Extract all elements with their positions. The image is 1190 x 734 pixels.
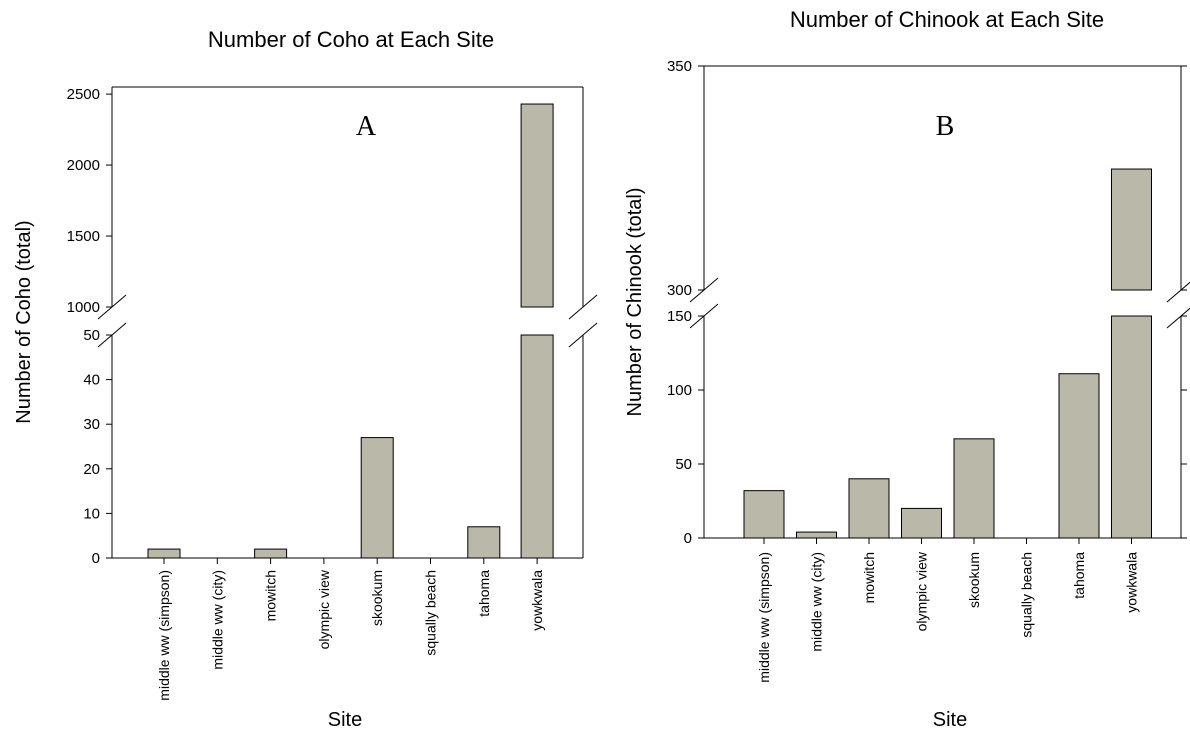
chart-b-bar <box>848 478 890 539</box>
chart-b-ytick-label: 0 <box>684 530 692 547</box>
chart-a-category-label: olympic view <box>316 569 332 649</box>
chart-a-ytick-label: 1500 <box>67 228 100 245</box>
chart-b-category-label: squally beach <box>1019 552 1035 638</box>
chart-b-ytick-label: 50 <box>675 456 692 473</box>
chart-b-category-label: skookum <box>966 552 982 608</box>
chart-b-xlabel: Site <box>933 709 967 731</box>
chart-b-category-label: yowkwala <box>1124 552 1140 613</box>
chart-a-ylabel: Number of Coho (total) <box>13 220 35 423</box>
chart-b-category-label: tahoma <box>1071 552 1087 599</box>
chart-b-bar <box>1058 373 1100 539</box>
chart-a-category-label: tahoma <box>476 570 492 617</box>
chart-b-bar <box>743 490 785 539</box>
chart-b-plot: 300 350 0 50 100 150 middle ww (simpson) middle… <box>667 58 1190 683</box>
chart-b-bar-upper-segment <box>1111 168 1152 291</box>
chart-a-panel-letter: A <box>356 111 377 142</box>
chart-b-category-label: middle ww (city) <box>809 552 825 652</box>
chart-a-ytick-label: 20 <box>83 461 100 478</box>
chart-b-panel-letter: B <box>936 111 955 142</box>
chart-a-title: Number of Coho at Each Site <box>208 27 494 52</box>
chart-a-bar-upper-segment <box>520 103 554 308</box>
chart-b-category-label: mowitch <box>861 552 877 603</box>
chart-a-bar-lower-segment <box>520 334 554 559</box>
chart-a-ytick-label: 40 <box>83 372 100 389</box>
chart-b-ytick-label: 150 <box>667 308 692 325</box>
chart-a-ytick-label: 2000 <box>67 157 100 174</box>
chart-b-bar <box>953 438 995 539</box>
chart-a-bar <box>467 526 501 559</box>
chart-a-ytick-label: 30 <box>83 416 100 433</box>
chart-b-ylabel: Number of Chinook (total) <box>624 188 646 417</box>
chart-a-category-label: middle ww (city) <box>209 570 225 670</box>
chart-b-ytick-label: 300 <box>667 282 692 299</box>
chart-a-bar <box>360 437 394 559</box>
chart-a-ytick-label: 1000 <box>67 299 100 316</box>
chart-a-ytick-label: 2500 <box>67 86 100 103</box>
chart-b-ytick-label: 350 <box>667 58 692 75</box>
chart-a-plot: 1000 1500 2000 2500 0 10 20 30 40 50 middle ww (si… <box>67 86 598 701</box>
chart-a-ytick-label: 10 <box>83 505 100 522</box>
chart-a-category-label: yowkwala <box>529 570 545 631</box>
chart-a-category-label: mowitch <box>263 570 279 621</box>
chart-b-ytick-label: 100 <box>667 382 692 399</box>
chart-b-bar-lower-segment <box>1111 315 1152 539</box>
chart-b-title: Number of Chinook at Each Site <box>790 7 1104 32</box>
chart-a-xlabel: Site <box>328 709 362 731</box>
chart-a-break-mark-right-bottom <box>568 322 598 348</box>
chart-a-category-label: skookum <box>369 570 385 626</box>
chart-a-category-label: middle ww (simpson) <box>156 570 172 701</box>
chart-b-bar <box>901 507 942 539</box>
chart-a-category-label: squally beach <box>423 570 439 656</box>
chart-b-bar <box>796 531 837 539</box>
chart-b-category-label: middle ww (simpson) <box>756 552 772 683</box>
chart-a-ytick-label: 0 <box>92 550 100 567</box>
chart-a-ytick-label: 50 <box>83 327 100 344</box>
chart-b-category-label: olympic view <box>914 551 930 631</box>
chart-a-bar <box>147 548 181 559</box>
chart-a-break-mark-right-top <box>568 294 598 320</box>
chart-a-bar <box>254 548 288 559</box>
